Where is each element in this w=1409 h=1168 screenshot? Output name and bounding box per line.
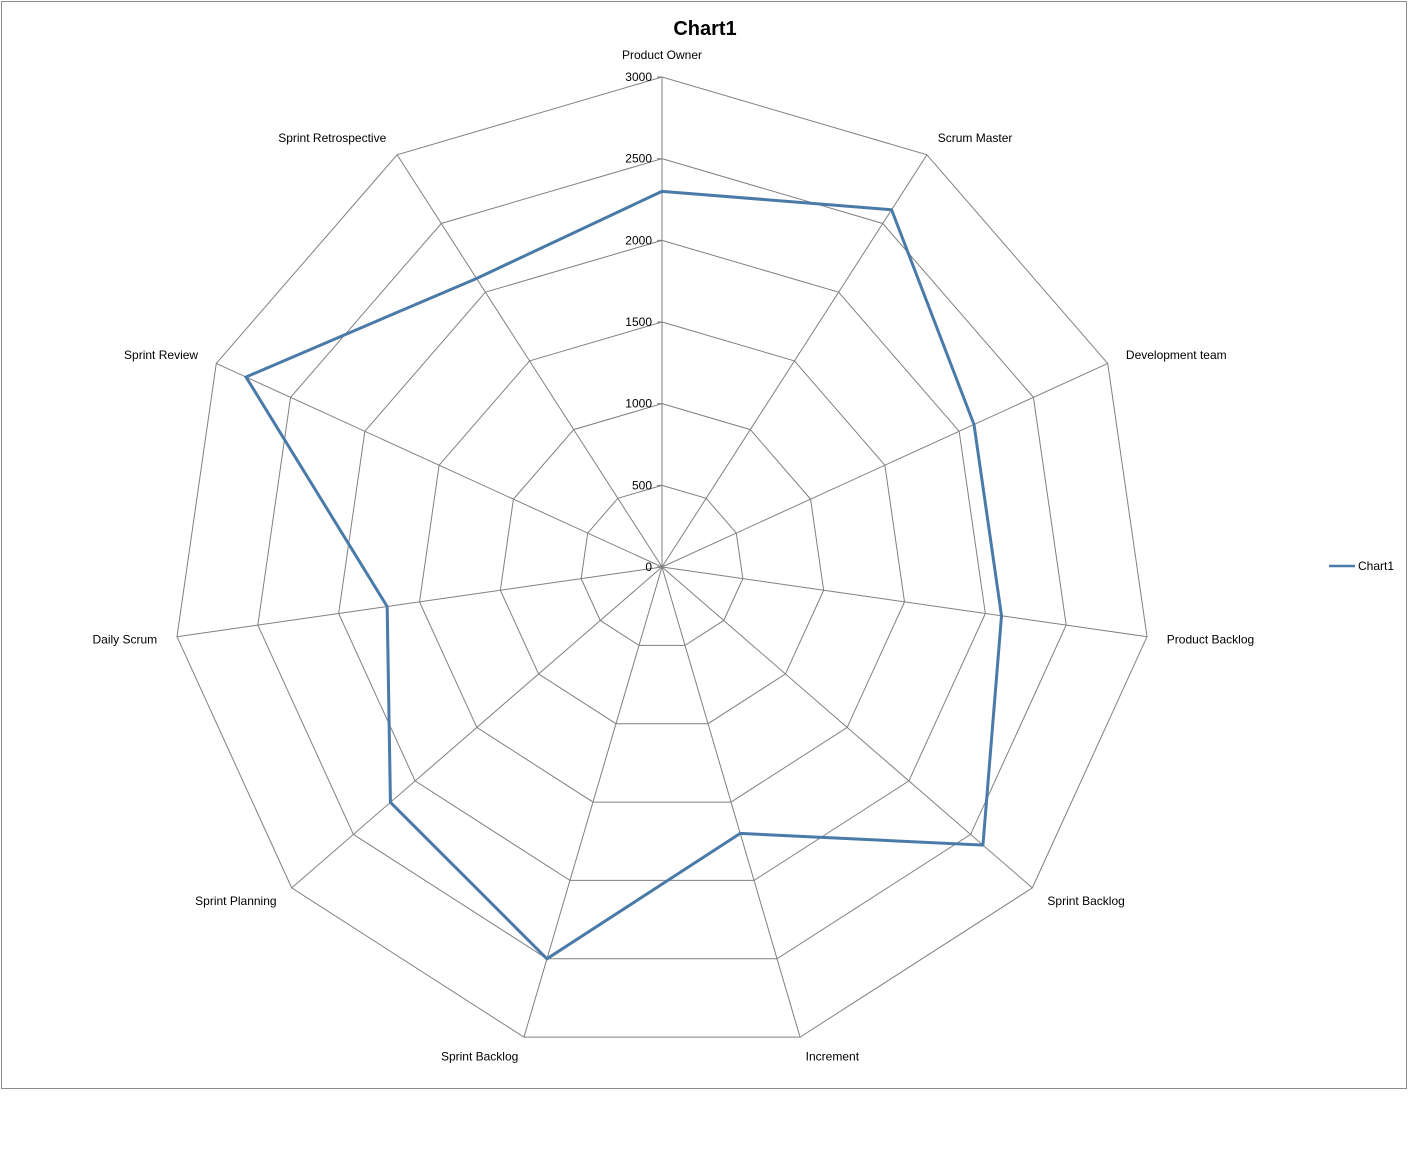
category-label: Development team xyxy=(1126,348,1227,362)
category-label: Product Owner xyxy=(622,48,702,62)
series-layer xyxy=(243,189,1004,961)
axis-spoke xyxy=(661,362,1108,568)
tick-label: 2500 xyxy=(625,152,652,166)
radar-chart: Chart1 0 500 1000 1500 2000 2500 3000 Product … xyxy=(93,18,1395,1063)
axis-spoke xyxy=(396,154,663,568)
category-label: Sprint Review xyxy=(124,348,198,362)
legend-label: Chart1 xyxy=(1358,559,1394,573)
grid-ring xyxy=(580,484,744,646)
chart-title: Chart1 xyxy=(673,18,736,40)
axis-spoke xyxy=(176,566,663,638)
series-line xyxy=(243,189,1004,961)
category-label: Scrum Master xyxy=(938,131,1013,145)
axis-spoke xyxy=(291,566,663,889)
radar-grid xyxy=(176,76,1148,1038)
tick-label: 2000 xyxy=(625,233,652,247)
grid-ring xyxy=(338,239,986,881)
category-label: Daily Scrum xyxy=(93,633,158,647)
category-label: Increment xyxy=(806,1049,860,1063)
category-label: Sprint Planning xyxy=(195,894,276,908)
category-label: Sprint Backlog xyxy=(441,1049,518,1063)
tick-label: 1500 xyxy=(625,315,652,329)
category-label: Product Backlog xyxy=(1167,633,1254,647)
grid-ring xyxy=(176,76,1148,1038)
tick-label: 3000 xyxy=(625,70,652,84)
axis-spoke xyxy=(661,154,928,568)
category-labels: Product Owner Scrum Master Development tea… xyxy=(93,48,1255,1063)
axis-spoke xyxy=(216,362,663,568)
grid-ring xyxy=(257,158,1067,960)
axis-spoke xyxy=(661,566,1148,638)
chart-frame: Chart1 0 500 1000 1500 2000 2500 3000 Product … xyxy=(1,1,1407,1089)
grid-ring xyxy=(418,321,906,803)
radial-axis-ticks: 0 500 1000 1500 2000 2500 3000 xyxy=(625,70,662,574)
tick-label: 500 xyxy=(632,478,652,492)
axis-spoke xyxy=(661,566,1033,889)
axis-spoke xyxy=(661,566,801,1038)
tick-label: 0 xyxy=(645,560,652,574)
category-label: Sprint Backlog xyxy=(1047,894,1124,908)
tick-label: 1000 xyxy=(625,397,652,411)
legend: Chart1 xyxy=(1329,559,1394,573)
grid-ring xyxy=(499,403,825,725)
category-label: Sprint Retrospective xyxy=(278,131,386,145)
